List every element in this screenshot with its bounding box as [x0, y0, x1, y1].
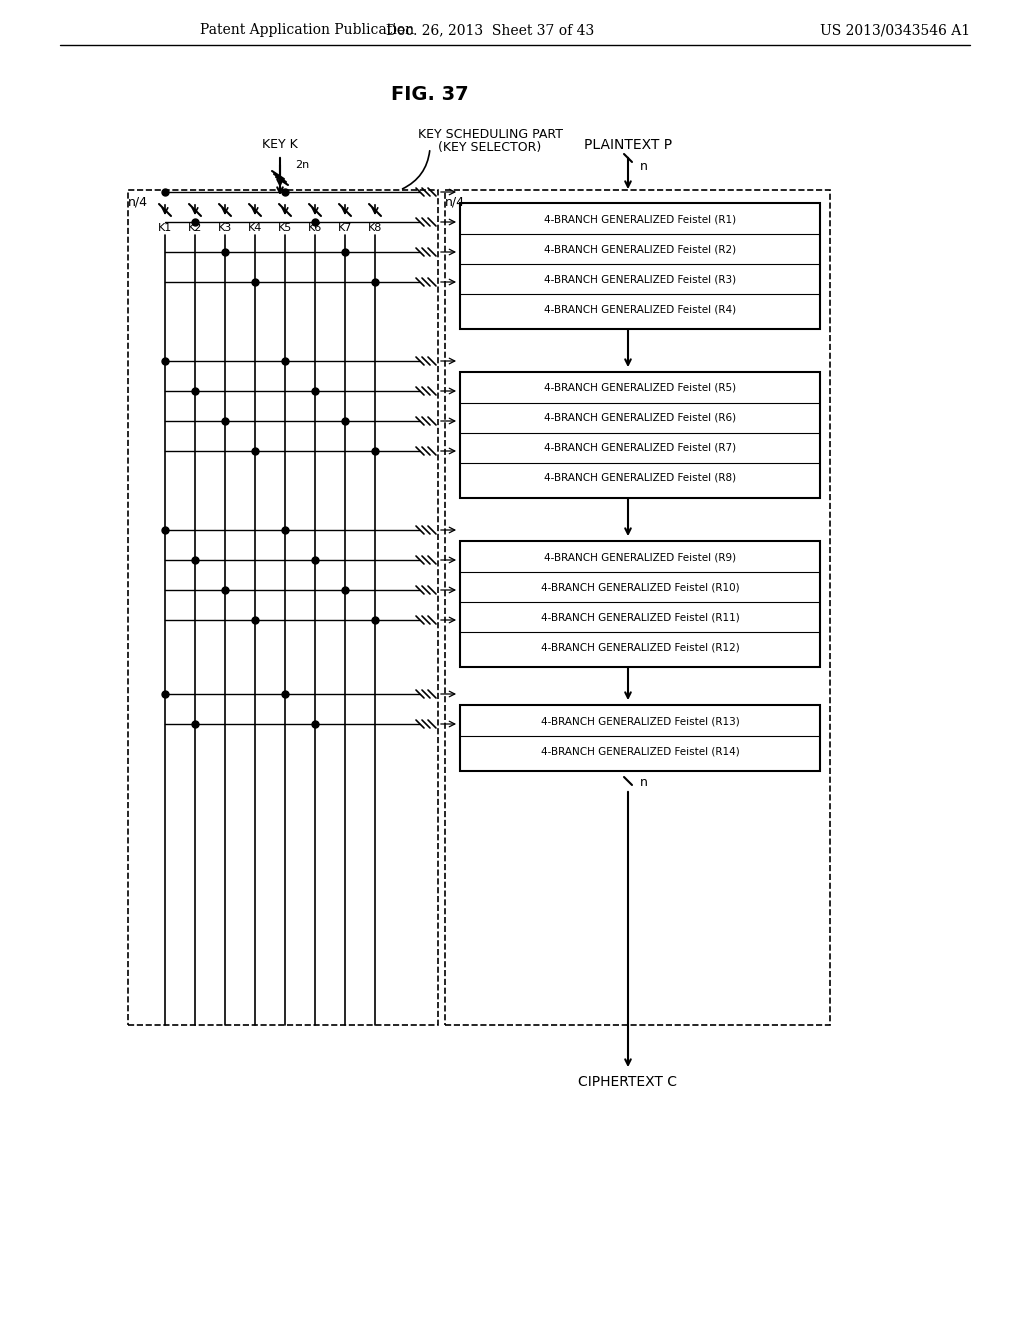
Text: 4-BRANCH GENERALIZED Feistel (R6): 4-BRANCH GENERALIZED Feistel (R6) [544, 413, 736, 422]
Text: 4-BRANCH GENERALIZED Feistel (R3): 4-BRANCH GENERALIZED Feistel (R3) [544, 275, 736, 284]
Text: Dec. 26, 2013  Sheet 37 of 43: Dec. 26, 2013 Sheet 37 of 43 [386, 22, 594, 37]
Text: K1: K1 [158, 223, 172, 234]
Text: n: n [640, 161, 648, 173]
Bar [460, 372, 820, 498]
Text: 4-BRANCH GENERALIZED Feistel (R2): 4-BRANCH GENERALIZED Feistel (R2) [544, 244, 736, 253]
Bar [460, 541, 820, 667]
Text: n/4: n/4 [128, 195, 148, 209]
Text: Patent Application Publication: Patent Application Publication [200, 22, 414, 37]
Text: PLAINTEXT P: PLAINTEXT P [584, 139, 672, 152]
Text: K3: K3 [218, 223, 232, 234]
Text: KEY K: KEY K [262, 139, 298, 152]
Text: K7: K7 [338, 223, 352, 234]
Bar [460, 705, 820, 771]
Text: 2n: 2n [295, 160, 309, 170]
Text: 4-BRANCH GENERALIZED Feistel (R9): 4-BRANCH GENERALIZED Feistel (R9) [544, 552, 736, 562]
Bar [460, 203, 820, 329]
Text: FIG. 37: FIG. 37 [391, 86, 469, 104]
Text: K8: K8 [368, 223, 382, 234]
Text: 4-BRANCH GENERALIZED Feistel (R7): 4-BRANCH GENERALIZED Feistel (R7) [544, 444, 736, 453]
Text: 4-BRANCH GENERALIZED Feistel (R8): 4-BRANCH GENERALIZED Feistel (R8) [544, 473, 736, 483]
Text: (KEY SELECTOR): (KEY SELECTOR) [438, 141, 542, 154]
Text: 4-BRANCH GENERALIZED Feistel (R14): 4-BRANCH GENERALIZED Feistel (R14) [541, 746, 739, 756]
Text: 4-BRANCH GENERALIZED Feistel (R5): 4-BRANCH GENERALIZED Feistel (R5) [544, 383, 736, 393]
Text: K6: K6 [308, 223, 323, 234]
Text: KEY SCHEDULING PART: KEY SCHEDULING PART [418, 128, 562, 141]
Text: 4-BRANCH GENERALIZED Feistel (R11): 4-BRANCH GENERALIZED Feistel (R11) [541, 612, 739, 622]
Text: US 2013/0343546 A1: US 2013/0343546 A1 [820, 22, 970, 37]
Text: K2: K2 [187, 223, 202, 234]
Text: 4-BRANCH GENERALIZED Feistel (R12): 4-BRANCH GENERALIZED Feistel (R12) [541, 642, 739, 652]
Bar [445, 190, 830, 1026]
Text: 4-BRANCH GENERALIZED Feistel (R4): 4-BRANCH GENERALIZED Feistel (R4) [544, 304, 736, 314]
Text: 4-BRANCH GENERALIZED Feistel (R1): 4-BRANCH GENERALIZED Feistel (R1) [544, 214, 736, 224]
Text: K4: K4 [248, 223, 262, 234]
Text: K5: K5 [278, 223, 292, 234]
Text: 4-BRANCH GENERALIZED Feistel (R10): 4-BRANCH GENERALIZED Feistel (R10) [541, 582, 739, 591]
Text: n: n [640, 776, 648, 789]
Bar [128, 190, 438, 1026]
Text: CIPHERTEXT C: CIPHERTEXT C [579, 1074, 678, 1089]
Text: 4-BRANCH GENERALIZED Feistel (R13): 4-BRANCH GENERALIZED Feistel (R13) [541, 715, 739, 726]
Text: n/4: n/4 [445, 195, 465, 209]
